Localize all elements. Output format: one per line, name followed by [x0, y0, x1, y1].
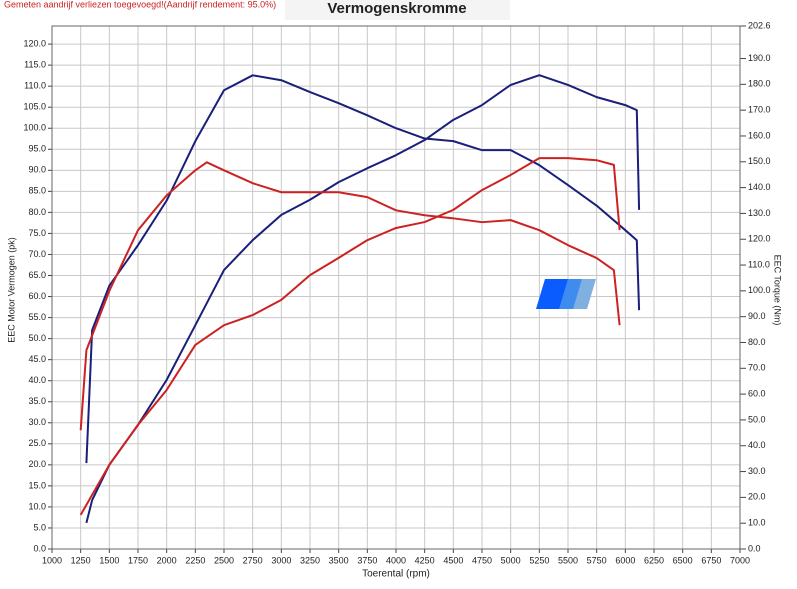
y2-tick-label: 20.0: [748, 492, 766, 502]
x-tick-label: 5250: [529, 555, 549, 565]
x-tick-label: 2750: [243, 555, 263, 565]
y-tick-label: 25.0: [28, 438, 46, 448]
y-tick-label: 35.0: [28, 396, 46, 406]
x-tick-label: 2000: [157, 555, 177, 565]
y2-tick-label: 110.0: [748, 259, 770, 269]
y-tick-label: 80.0: [28, 207, 46, 217]
y2-tick-label: 0.0: [748, 543, 761, 553]
x-tick-label: 6750: [701, 555, 721, 565]
plot-frame: [51, 25, 741, 550]
x-tick-label: 2500: [214, 555, 234, 565]
subtitle: Gemeten aandrijf verliezen toegevoegd!(A…: [4, 0, 276, 9]
x-tick-label: 1750: [128, 555, 148, 565]
x-tick-label: 4250: [415, 555, 435, 565]
y2-tick-label: 202.6: [748, 20, 771, 30]
x-tick-label: 4000: [386, 555, 406, 565]
data-line: [79, 157, 621, 516]
x-tick-label: 2250: [185, 555, 205, 565]
x-tick-label: 7000: [730, 555, 750, 565]
y-tick-label: 5.0: [33, 522, 46, 532]
y-tick-label: 85.0: [28, 186, 46, 196]
x-tick-label: 5500: [558, 555, 578, 565]
lines: [79, 74, 641, 524]
y-tick-label: 70.0: [28, 249, 46, 259]
y2-tick-label: 180.0: [748, 79, 771, 89]
y2-tick-label: 130.0: [748, 208, 771, 218]
x-tick-label: 5000: [501, 555, 521, 565]
watermark-logo: [536, 279, 596, 309]
y2-tick-label: 90.0: [748, 311, 766, 321]
data-line: [85, 74, 641, 464]
y-tick-label: 30.0: [28, 417, 46, 427]
y-tick-label: 90.0: [28, 165, 46, 175]
x-tick-label: 1500: [99, 555, 119, 565]
x-tick-label: 3500: [329, 555, 349, 565]
y-tick-label: 120.0: [23, 38, 46, 48]
y-tick-label: 10.0: [28, 501, 46, 511]
y-tick-label: 0.0: [33, 543, 46, 553]
y2-tick-label: 100.0: [748, 285, 771, 295]
x-tick-label: 3250: [300, 555, 320, 565]
x-tick-label: 3750: [357, 555, 377, 565]
y2-axis-label: EEC Torque (Nm): [773, 255, 783, 326]
y-tick-label: 40.0: [28, 375, 46, 385]
x-tick-label: 6250: [644, 555, 664, 565]
y2-tick-label: 40.0: [748, 440, 766, 450]
y-axis-label: EEC Motor Vermogen (pk): [6, 237, 16, 343]
y2-tick-label: 150.0: [748, 156, 771, 166]
title-box: [285, 0, 510, 20]
y-tick-label: 65.0: [28, 270, 46, 280]
y2-tick-label: 70.0: [748, 363, 766, 373]
x-tick-label: 1000: [42, 555, 62, 565]
x-tick-label: 1250: [71, 555, 91, 565]
y2-tick-label: 30.0: [748, 466, 766, 476]
y-tick-label: 45.0: [28, 354, 46, 364]
y-tick-label: 20.0: [28, 459, 46, 469]
y2-tick-label: 50.0: [748, 414, 766, 424]
data-line: [79, 161, 621, 431]
y2-tick-label: 140.0: [748, 182, 771, 192]
y2-tick-label: 120.0: [748, 234, 771, 244]
y-tick-label: 75.0: [28, 228, 46, 238]
y-tick-label: 100.0: [23, 123, 46, 133]
y2-tick-label: 190.0: [748, 53, 771, 63]
y2-tick-label: 160.0: [748, 130, 771, 140]
logo-shape: [573, 279, 596, 309]
y-tick-label: 110.0: [24, 81, 46, 91]
y2-tick-label: 80.0: [748, 337, 766, 347]
y-tick-label: 95.0: [28, 144, 46, 154]
x-tick-label: 5750: [587, 555, 607, 565]
x-tick-label: 6000: [615, 555, 635, 565]
y2-tick-label: 170.0: [748, 105, 771, 115]
x-tick-label: 6500: [673, 555, 693, 565]
y2-tick-label: 10.0: [748, 518, 766, 528]
x-tick-label: 4750: [472, 555, 492, 565]
y-tick-label: 115.0: [24, 60, 46, 70]
chart-title: Vermogenskromme: [327, 0, 466, 17]
y2-tick-label: 60.0: [748, 388, 766, 398]
logo-shape: [559, 279, 584, 309]
x-tick-label: 4500: [443, 555, 463, 565]
y-tick-label: 55.0: [28, 312, 46, 322]
y-tick-label: 50.0: [28, 333, 46, 343]
data-line: [85, 74, 641, 524]
x-axis-label: Toerental (rpm): [362, 569, 430, 580]
x-tick-label: 3000: [271, 555, 291, 565]
y-tick-label: 15.0: [28, 480, 46, 490]
y-tick-label: 105.0: [23, 102, 46, 112]
y-tick-label: 60.0: [28, 291, 46, 301]
